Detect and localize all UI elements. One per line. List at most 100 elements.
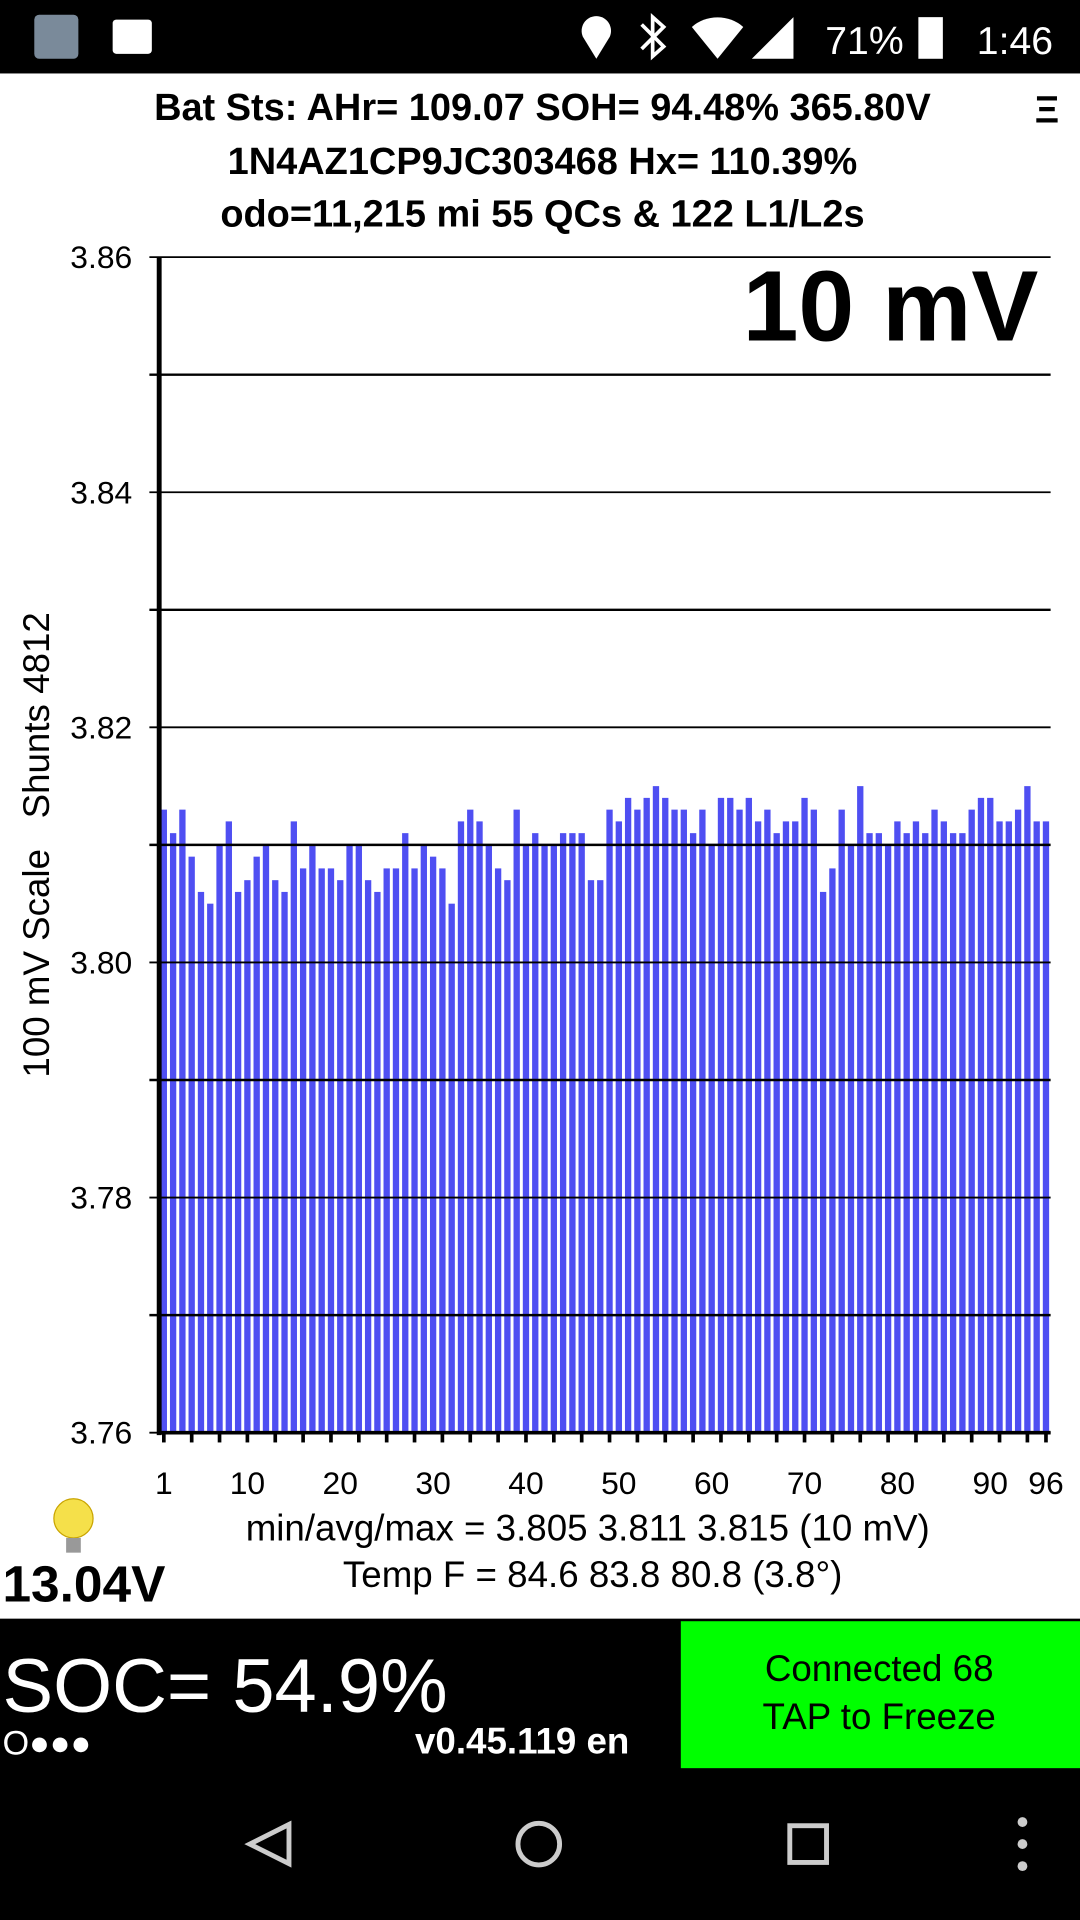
recents-button[interactable] <box>787 1823 829 1865</box>
header-line: 1N4AZ1CP9JC303468 Hx= 110.39% <box>228 141 858 183</box>
bar <box>448 903 455 1433</box>
bar <box>708 844 715 1433</box>
bar <box>940 821 947 1433</box>
bar <box>689 833 697 1433</box>
bar <box>1033 821 1040 1433</box>
bar <box>225 821 232 1433</box>
bar <box>727 797 734 1433</box>
x-tick-label: 96 <box>1028 1465 1063 1501</box>
x-tick-label: 30 <box>415 1465 450 1501</box>
bar <box>234 891 242 1433</box>
bar <box>337 880 344 1433</box>
y-tick-label: 3.78 <box>70 1180 132 1216</box>
bar <box>1005 821 1012 1433</box>
bar <box>374 891 381 1433</box>
bar <box>773 833 780 1433</box>
bar <box>281 891 288 1433</box>
x-tick-label: 90 <box>973 1465 1008 1501</box>
bulb-base <box>66 1537 81 1553</box>
bar <box>439 868 446 1433</box>
y-tick-label: 3.86 <box>70 239 132 275</box>
bar <box>671 809 678 1433</box>
bar <box>754 821 762 1433</box>
back-button[interactable] <box>244 1820 292 1868</box>
x-tick-label: 70 <box>787 1465 822 1501</box>
bar <box>810 809 817 1433</box>
bar <box>1042 821 1050 1433</box>
x-tick-label: 10 <box>230 1465 265 1501</box>
bar <box>550 844 557 1433</box>
bar <box>959 833 966 1433</box>
cell-stats: min/avg/max = 3.805 3.811 3.815 (10 mV) <box>246 1507 930 1548</box>
bar <box>272 880 279 1433</box>
bar <box>884 844 892 1433</box>
bar <box>457 821 465 1433</box>
y-tick-label: 3.82 <box>70 709 132 745</box>
overflow-button[interactable] <box>1017 1817 1028 1872</box>
bar <box>429 856 437 1433</box>
bar <box>1024 786 1031 1433</box>
bar <box>513 809 520 1433</box>
bar <box>875 833 882 1433</box>
bar <box>262 844 270 1433</box>
header-line: odo=11,215 mi 55 QCs & 122 L1/L2s <box>220 194 864 236</box>
bar <box>578 833 585 1433</box>
bar <box>838 809 845 1433</box>
x-tick-label: 20 <box>323 1465 358 1501</box>
bar <box>792 821 799 1433</box>
bar <box>829 868 836 1433</box>
bar <box>244 880 251 1433</box>
bar <box>411 868 418 1433</box>
bar <box>847 844 855 1433</box>
wifi-icon <box>691 17 744 59</box>
bar <box>364 880 372 1433</box>
x-tick-label: 50 <box>601 1465 636 1501</box>
bar <box>643 797 650 1433</box>
bar <box>717 797 725 1433</box>
bar <box>968 809 975 1433</box>
bar <box>987 797 994 1433</box>
bar <box>931 809 938 1433</box>
image-icon <box>112 19 152 54</box>
bulb-icon[interactable] <box>53 1498 94 1539</box>
bar <box>253 856 260 1433</box>
bar <box>522 844 530 1433</box>
aux-voltage: 13.04V <box>2 1555 165 1613</box>
x-tick-label: 80 <box>880 1465 915 1501</box>
bar <box>179 809 186 1433</box>
bar <box>494 868 502 1433</box>
bar <box>680 809 687 1433</box>
bar <box>216 844 223 1433</box>
bar <box>736 809 743 1433</box>
bluetooth-icon <box>640 13 667 61</box>
bar <box>532 833 539 1433</box>
version: v0.45.119 en <box>415 1720 629 1761</box>
bar <box>1014 809 1022 1433</box>
bar <box>197 891 205 1433</box>
freeze-button[interactable] <box>680 1621 1080 1769</box>
bar <box>355 844 362 1433</box>
battery-percent: 71% <box>825 20 903 63</box>
bar <box>309 844 316 1433</box>
header-line: Bat Sts: AHr= 109.07 SOH= 94.48% 365.80V <box>154 87 931 129</box>
menu-button[interactable]: Ξ <box>1035 89 1059 131</box>
scale-annotation: 10 mV <box>743 250 1039 362</box>
bar <box>476 821 483 1433</box>
bar <box>559 833 567 1433</box>
app-icon <box>34 14 79 59</box>
bar <box>290 821 297 1433</box>
home-button[interactable] <box>515 1820 563 1868</box>
bar <box>922 833 929 1433</box>
bar <box>857 786 864 1433</box>
bar <box>866 833 873 1433</box>
bar <box>346 844 353 1433</box>
bar <box>569 833 576 1433</box>
dots: O●●● <box>2 1725 91 1763</box>
bar <box>318 868 325 1433</box>
bar <box>764 809 771 1433</box>
bar <box>169 833 177 1433</box>
bar <box>652 786 660 1433</box>
bar <box>977 797 985 1433</box>
bar <box>383 868 390 1433</box>
clock: 1:46 <box>977 20 1053 63</box>
